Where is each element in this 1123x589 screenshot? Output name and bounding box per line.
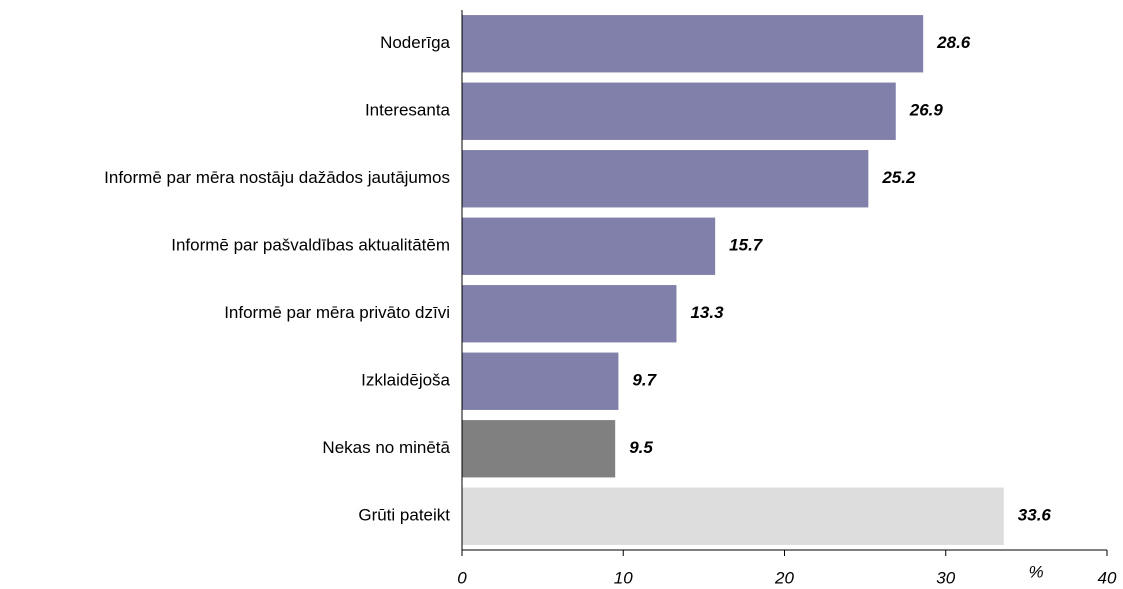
bar bbox=[462, 150, 869, 208]
value-label: 9.7 bbox=[632, 371, 657, 390]
value-label: 33.6 bbox=[1018, 506, 1052, 525]
x-axis-label: % bbox=[1028, 562, 1043, 581]
bar bbox=[462, 487, 1004, 545]
bar bbox=[462, 420, 616, 478]
x-tick-label: 40 bbox=[1098, 568, 1117, 587]
x-tick-label: 30 bbox=[936, 568, 955, 587]
value-label: 9.5 bbox=[629, 438, 653, 457]
bar bbox=[462, 217, 716, 275]
category-label: Informē par mēra privāto dzīvi bbox=[224, 303, 450, 322]
category-label: Informē par mēra nostāju dažādos jautāju… bbox=[104, 168, 450, 187]
value-label: 15.7 bbox=[729, 236, 764, 255]
bar bbox=[462, 285, 677, 343]
category-label: Informē par pašvaldības aktualitātēm bbox=[171, 236, 450, 255]
category-label: Interesanta bbox=[365, 101, 451, 120]
x-tick-label: 20 bbox=[774, 568, 794, 587]
category-label: Izklaidējoša bbox=[361, 371, 450, 390]
x-tick-label: 0 bbox=[457, 568, 467, 587]
bar bbox=[462, 352, 619, 410]
category-label: Nekas no minētā bbox=[322, 438, 450, 457]
value-label: 26.9 bbox=[909, 101, 944, 120]
value-label: 25.2 bbox=[881, 168, 916, 187]
value-label: 13.3 bbox=[690, 303, 724, 322]
bar bbox=[462, 82, 896, 140]
x-tick-label: 10 bbox=[614, 568, 633, 587]
category-label: Grūti pateikt bbox=[358, 506, 450, 525]
category-label: Noderīga bbox=[380, 33, 450, 52]
value-label: 28.6 bbox=[936, 33, 971, 52]
bar bbox=[462, 15, 924, 73]
